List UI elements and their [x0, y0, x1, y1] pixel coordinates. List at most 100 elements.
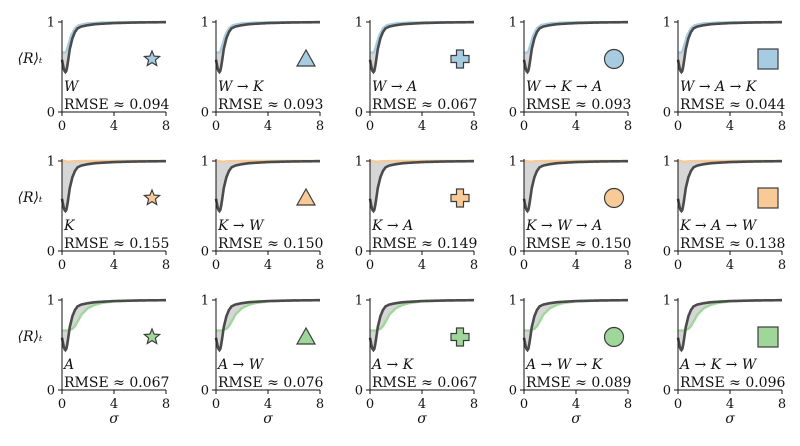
difference-band	[524, 161, 628, 212]
model-curve	[678, 20, 783, 54]
x-tick-label: 4	[726, 258, 734, 273]
x-tick-label: 8	[778, 397, 786, 412]
reference-curve	[522, 20, 629, 75]
x-tick-label: 8	[778, 258, 786, 273]
x-tick-label: 4	[110, 258, 118, 273]
panel-label: W → A	[372, 79, 417, 95]
y-tick-label: 1	[47, 294, 55, 309]
reference-curve	[522, 159, 629, 214]
x-tick-label: 4	[110, 119, 118, 134]
model-curve	[216, 20, 321, 54]
y-tick-label: 0	[509, 106, 517, 121]
panel-rmse: RMSE ≈ 0.155	[64, 236, 169, 252]
reference-curve	[676, 159, 783, 214]
y-tick-label: 1	[201, 294, 209, 309]
x-tick-label: 8	[316, 119, 324, 134]
y-tick-label: 0	[355, 106, 363, 121]
reference-curve	[214, 20, 321, 75]
y-tick-label: 0	[201, 384, 209, 399]
panel-label: A → K → W	[678, 357, 758, 373]
x-tick-label: 0	[366, 119, 374, 134]
reference-curve	[60, 20, 167, 75]
y-tick-label: 0	[355, 384, 363, 399]
y-tick-label: 1	[47, 155, 55, 170]
panel-7: 0 1 0 4 8 K → W RMSE ≈ 0.150	[201, 155, 324, 274]
y-tick-label: 1	[663, 155, 671, 170]
y-tick-label: 0	[663, 106, 671, 121]
y-axis-label: ⟨R⟩ₜ	[18, 329, 43, 345]
reference-curve	[368, 298, 475, 353]
panel-rmse: RMSE ≈ 0.150	[526, 236, 631, 252]
square-marker-icon	[757, 326, 779, 348]
panel-15: 0 1 0 4 8 A → K → W RMSE ≈ 0.096 σ	[663, 294, 786, 428]
x-tick-label: 8	[778, 119, 786, 134]
y-tick-label: 1	[47, 16, 55, 31]
model-curve	[524, 20, 629, 54]
y-tick-label: 0	[47, 106, 55, 121]
x-tick-label: 4	[418, 397, 426, 412]
x-tick-label: 0	[674, 258, 682, 273]
panel-rmse: RMSE ≈ 0.150	[218, 236, 323, 252]
panel-9: 0 1 0 4 8 K → W → A RMSE ≈ 0.150	[509, 155, 632, 274]
x-axis-label: σ	[109, 411, 119, 427]
panel-rmse: RMSE ≈ 0.096	[680, 375, 785, 391]
y-tick-label: 1	[355, 294, 363, 309]
x-tick-label: 4	[418, 258, 426, 273]
circle-marker-icon	[603, 48, 625, 70]
x-axis-label: σ	[571, 411, 581, 427]
reference-curve	[60, 298, 167, 353]
panel-10: 0 1 0 4 8 K → A → W RMSE ≈ 0.138	[663, 155, 786, 274]
reference-curve	[214, 159, 321, 214]
x-tick-label: 0	[674, 397, 682, 412]
triangle-marker-icon	[295, 48, 317, 67]
x-tick-label: 0	[58, 258, 66, 273]
y-tick-label: 1	[355, 155, 363, 170]
panel-rmse: RMSE ≈ 0.094	[64, 97, 169, 113]
triangle-marker-icon	[295, 187, 317, 206]
panel-rmse: RMSE ≈ 0.149	[372, 236, 477, 252]
panel-2: 0 1 0 4 8 W → K RMSE ≈ 0.093	[201, 16, 324, 135]
panel-14: 0 1 0 4 8 A → W → K RMSE ≈ 0.089 σ	[509, 294, 632, 428]
panel-6: 0 1 0 4 8 K RMSE ≈ 0.155	[47, 155, 170, 274]
panel-13: 0 1 0 4 8 A → K RMSE ≈ 0.067 σ	[355, 294, 478, 428]
panel-3: 0 1 0 4 8 W → A RMSE ≈ 0.067	[355, 16, 478, 135]
model-curve	[62, 20, 167, 54]
x-tick-label: 4	[572, 119, 580, 134]
x-axis-label: σ	[417, 411, 427, 427]
panel-rmse: RMSE ≈ 0.089	[526, 375, 631, 391]
star-marker-icon	[142, 188, 162, 206]
y-tick-label: 1	[663, 294, 671, 309]
plus-marker-icon	[450, 188, 470, 208]
panel-label: K → W → A	[525, 218, 602, 234]
x-tick-label: 0	[520, 119, 528, 134]
y-tick-label: 0	[355, 245, 363, 260]
y-tick-label: 1	[509, 294, 517, 309]
panel-4: 0 1 0 4 8 W → K → A RMSE ≈ 0.093	[509, 16, 632, 135]
reference-curve	[214, 298, 321, 353]
x-tick-label: 8	[162, 397, 170, 412]
y-tick-label: 1	[201, 16, 209, 31]
panel-label: W	[64, 79, 80, 95]
panel-rmse: RMSE ≈ 0.044	[680, 97, 785, 113]
panel-label: K	[63, 218, 76, 234]
model-curve	[370, 20, 475, 54]
x-tick-label: 8	[624, 397, 632, 412]
star-marker-icon	[142, 49, 162, 67]
reference-curve	[368, 159, 475, 214]
x-tick-label: 0	[520, 258, 528, 273]
x-tick-label: 4	[572, 397, 580, 412]
x-tick-label: 0	[212, 397, 220, 412]
x-tick-label: 0	[58, 119, 66, 134]
panel-label: W → K → A	[526, 79, 602, 95]
x-tick-label: 4	[572, 258, 580, 273]
difference-band	[216, 161, 320, 212]
x-tick-label: 4	[264, 397, 272, 412]
x-tick-label: 4	[264, 258, 272, 273]
panel-rmse: RMSE ≈ 0.093	[218, 97, 323, 113]
panel-label: A → W → K	[524, 357, 604, 373]
y-tick-label: 0	[201, 245, 209, 260]
panel-label: A → W	[216, 357, 265, 373]
x-tick-label: 4	[726, 397, 734, 412]
panel-rmse: RMSE ≈ 0.067	[372, 97, 477, 113]
panel-label: W → K	[218, 79, 265, 95]
